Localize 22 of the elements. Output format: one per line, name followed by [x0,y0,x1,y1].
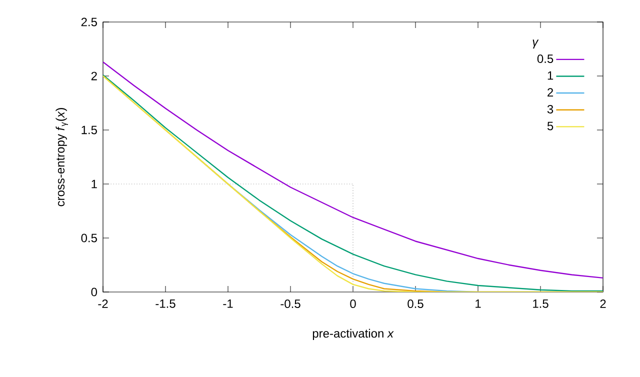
x-tick-label: -1 [223,300,233,308]
x-tick-label: -0.5 [280,300,300,308]
legend-label: 5 [547,122,554,130]
y-tick-label: 1 [92,180,97,188]
y-tick-label: 1.5 [82,126,97,134]
legend-label: 0.5 [537,54,554,64]
legend-label: 1 [548,71,554,80]
x-tick-label: 0.5 [408,300,424,308]
x-tick-label: 2 [600,300,606,308]
x-tick-label: 0 [350,300,356,308]
y-tick-label: 2 [91,72,97,80]
legend-title: γ [532,40,539,49]
y-tick-label: 0 [91,288,98,296]
legend-label: 3 [547,104,554,114]
y-tick-label: 0.5 [81,234,97,242]
x-tick-label: 1 [476,300,481,308]
legend-label: 2 [548,88,554,96]
y-tick-label: 2.5 [81,18,97,26]
x-tick-label: -2 [98,300,108,308]
x-axis-title: pre-activation x [312,328,394,340]
x-tick-label: 1.5 [533,300,548,308]
x-tick-label: -1.5 [156,300,176,308]
